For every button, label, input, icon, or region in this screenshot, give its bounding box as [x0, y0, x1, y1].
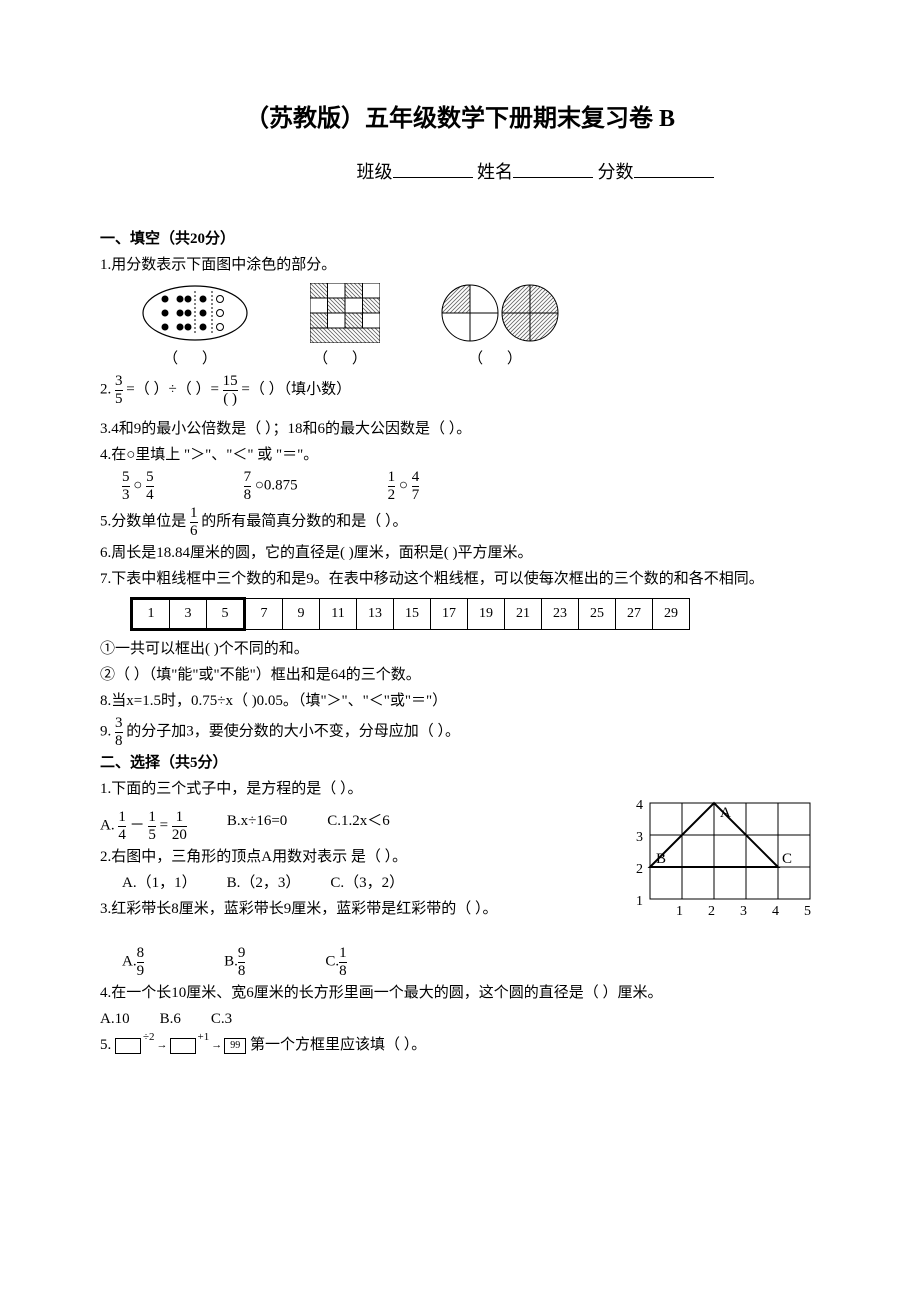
score-blank[interactable] [634, 159, 714, 178]
s1-q3: 3.4和9的最小公倍数是（ ）；18和6的最大公因数是（ ）。 [100, 417, 820, 441]
fig3-caption: （ ） [440, 347, 560, 371]
number-table: 1 3 5 79 1113 1517 1921 2325 2729 [130, 597, 690, 631]
s1-q6: 6.周长是18.84厘米的圆，它的直径是( )厘米，面积是( )平方厘米。 [100, 541, 820, 565]
svg-text:A: A [720, 805, 731, 821]
fig-ellipse-dots: （ ） [140, 283, 250, 371]
s1-figs: （ ） （ ） （ ） [140, 283, 820, 371]
s2-q5: 5. ÷2→ +1→ 99 第一个方框里应该填（ ）。 [100, 1033, 820, 1057]
fig2-caption: （ ） [310, 347, 380, 371]
section1-heading: 一、填空（共20分） [100, 227, 820, 251]
s1-q5: 5.分数单位是 16 的所有最简真分数的和是（ ）。 [100, 505, 820, 539]
section2-heading: 二、选择（共5分） [100, 751, 820, 775]
s1-q8: 8.当x=1.5时，0.75÷x（ )0.05。（填"＞"、"＜"或"＝"） [100, 689, 820, 713]
s1-q4-opts: 53 ○ 54 78 ○0.875 12 ○ 47 [100, 469, 820, 503]
s2-q1-opts: A. 14 － 15 = 120 B.x÷16=0 C.1.2x＜6 [100, 809, 620, 843]
page-title: （苏教版）五年级数学下册期末复习卷 B [100, 100, 820, 138]
svg-text:3: 3 [636, 830, 643, 845]
fig-circles: （ ） [440, 283, 560, 371]
name-blank[interactable] [513, 159, 593, 178]
s2-q2-opts: A.（1，1） B.（2，3） C.（3，2） [100, 871, 620, 895]
svg-text:4: 4 [636, 798, 643, 813]
meta-line: 班级 姓名 分数 [100, 158, 820, 187]
s1-q9: 9. 38 的分子加3，要使分数的大小不变，分母应加（ ）。 [100, 715, 820, 749]
s1-q4: 4.在○里填上 "＞"、"＜" 或 "＝"。 [100, 443, 820, 467]
s2-q3-opts: A.89 B.98 C.18 [100, 945, 820, 979]
s2-q2: 2.右图中，三角形的顶点A用数对表示 是（ ）。 [100, 845, 620, 869]
class-blank[interactable] [393, 159, 473, 178]
svg-text:3: 3 [740, 904, 747, 919]
score-label: 分数 [598, 162, 634, 182]
s1-q2: 2. 35 =（ ）÷（ ）= 15( ) =（ ）（填小数） [100, 373, 820, 407]
s2-q3: 3.红彩带长8厘米，蓝彩带长9厘米，蓝彩带是红彩带的（ ）。 [100, 897, 620, 921]
svg-text:5: 5 [804, 904, 811, 919]
svg-text:1: 1 [676, 904, 683, 919]
s1-q7-1: ①一共可以框出( )个不同的和。 [100, 637, 820, 661]
s2-q4-opts: A.10 B.6 C.3 [100, 1007, 820, 1031]
svg-text:1: 1 [636, 894, 643, 909]
s1-q1: 1.用分数表示下面图中涂色的部分。 [100, 253, 820, 277]
s2-q4: 4.在一个长10厘米、宽6厘米的长方形里画一个最大的圆，这个圆的直径是（ ）厘米… [100, 981, 820, 1005]
fig-checker: （ ） [310, 283, 380, 371]
name-label: 姓名 [477, 162, 513, 182]
grid-figure: A B C 1 2 3 4 1 2 3 4 5 [620, 793, 820, 943]
flow-diagram: ÷2→ +1→ 99 [115, 1037, 246, 1055]
svg-text:4: 4 [772, 904, 779, 919]
fig1-caption: （ ） [140, 347, 250, 371]
s1-q7-2: ②（ ）（填"能"或"不能"）框出和是64的三个数。 [100, 663, 820, 687]
class-label: 班级 [357, 162, 393, 182]
svg-text:C: C [782, 851, 792, 867]
svg-text:B: B [656, 851, 666, 867]
svg-text:2: 2 [708, 904, 715, 919]
svg-text:2: 2 [636, 862, 643, 877]
s1-q7: 7.下表中粗线框中三个数的和是9。在表中移动这个粗线框，可以使每次框出的三个数的… [100, 567, 820, 591]
